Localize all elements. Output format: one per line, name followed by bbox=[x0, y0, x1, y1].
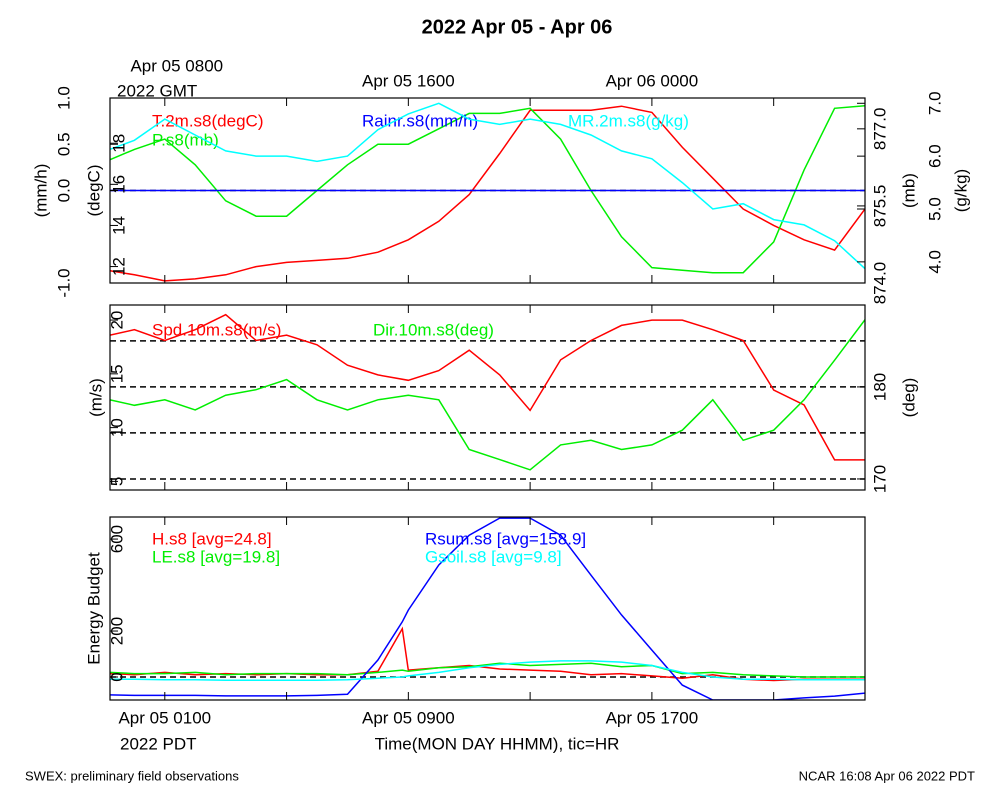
y-tick-label: 180 bbox=[870, 373, 889, 401]
y-axis-label: (mm/h) bbox=[31, 164, 50, 218]
y-tick-label: 4.0 bbox=[925, 250, 944, 274]
y-tick-label: 5 bbox=[107, 477, 126, 486]
x-tick-label: Apr 05 1700 bbox=[606, 708, 699, 727]
legend-entry: LE.s8 [avg=19.8] bbox=[152, 547, 280, 566]
top-tick-label: Apr 06 0000 bbox=[606, 71, 699, 90]
y-tick-label: 170 bbox=[870, 465, 889, 493]
series-line bbox=[110, 104, 865, 274]
y-tick-label: 1.0 bbox=[54, 86, 73, 110]
series-line bbox=[110, 660, 865, 681]
y-tick-label: 12 bbox=[109, 257, 128, 276]
top-axis-sublabel: 2022 GMT bbox=[117, 81, 197, 100]
y-tick-label: 200 bbox=[107, 617, 126, 645]
y-tick-label: 5.0 bbox=[925, 197, 944, 221]
plot-frame bbox=[109, 304, 866, 491]
y-axis-label: (degC) bbox=[84, 165, 103, 217]
y-tick-label: 10 bbox=[107, 418, 126, 437]
series-line bbox=[110, 319, 865, 471]
y-axis-label: (g/kg) bbox=[951, 169, 970, 212]
y-tick-label: 0.5 bbox=[54, 132, 73, 156]
footer-right: NCAR 16:08 Apr 06 2022 PDT bbox=[799, 768, 975, 783]
y-tick-label: 20 bbox=[107, 311, 126, 330]
series-line bbox=[110, 313, 865, 461]
y-tick-label: 15 bbox=[107, 364, 126, 383]
legend-entry: Rainr.s8(mm/h) bbox=[362, 111, 478, 130]
y-axis-label: (m/s) bbox=[86, 378, 105, 417]
top-tick-label: Apr 05 0800 bbox=[130, 56, 223, 75]
y-axis-label: Energy Budget bbox=[84, 552, 103, 665]
legend-entry: Rsum.s8 [avg=158.9] bbox=[425, 529, 586, 548]
y-tick-label: 600 bbox=[107, 525, 126, 553]
x-tick-label: Apr 05 0900 bbox=[362, 708, 455, 727]
x-tick-label: Apr 05 0100 bbox=[118, 708, 211, 727]
footer-left: SWEX: preliminary field observations bbox=[25, 768, 239, 783]
y-tick-label: 875.5 bbox=[870, 185, 889, 228]
legend-entry: T.2m.s8(degC) bbox=[152, 111, 263, 130]
plot-frame bbox=[109, 516, 866, 701]
legend-entry: P.s8(mb) bbox=[152, 130, 219, 149]
y-axis-label: (mb) bbox=[899, 173, 918, 208]
y-tick-label: 6.0 bbox=[925, 144, 944, 168]
legend-entry: MR.2m.s8(g/kg) bbox=[568, 111, 689, 130]
legend-entry: Spd.10m.s8(m/s) bbox=[152, 320, 281, 339]
top-tick-label: Apr 05 1600 bbox=[362, 71, 455, 90]
y-tick-label: 0 bbox=[107, 672, 126, 681]
x-axis-sublabel: 2022 PDT bbox=[120, 734, 197, 753]
series-line bbox=[110, 102, 865, 270]
legend-entry: H.s8 [avg=24.8] bbox=[152, 529, 272, 548]
y-tick-label: 16 bbox=[109, 175, 128, 194]
legend-entry: Dir.10m.s8(deg) bbox=[373, 320, 494, 339]
x-axis-label: Time(MON DAY HHMM), tic=HR bbox=[375, 734, 620, 753]
series-line bbox=[110, 517, 865, 700]
y-tick-label: 7.0 bbox=[925, 91, 944, 115]
legend-entry: Gsoil.s8 [avg=9.8] bbox=[425, 547, 562, 566]
y-tick-label: 14 bbox=[109, 216, 128, 235]
y-axis-label: (deg) bbox=[899, 378, 918, 418]
y-tick-label: 877.0 bbox=[870, 108, 889, 151]
chart-title: 2022 Apr 05 - Apr 06 bbox=[422, 16, 613, 38]
y-tick-label: 874.0 bbox=[870, 262, 889, 305]
y-tick-label: 18 bbox=[109, 134, 128, 153]
y-tick-label: -1.0 bbox=[54, 268, 73, 297]
series-line bbox=[110, 662, 865, 678]
y-tick-label: 0.0 bbox=[54, 179, 73, 203]
